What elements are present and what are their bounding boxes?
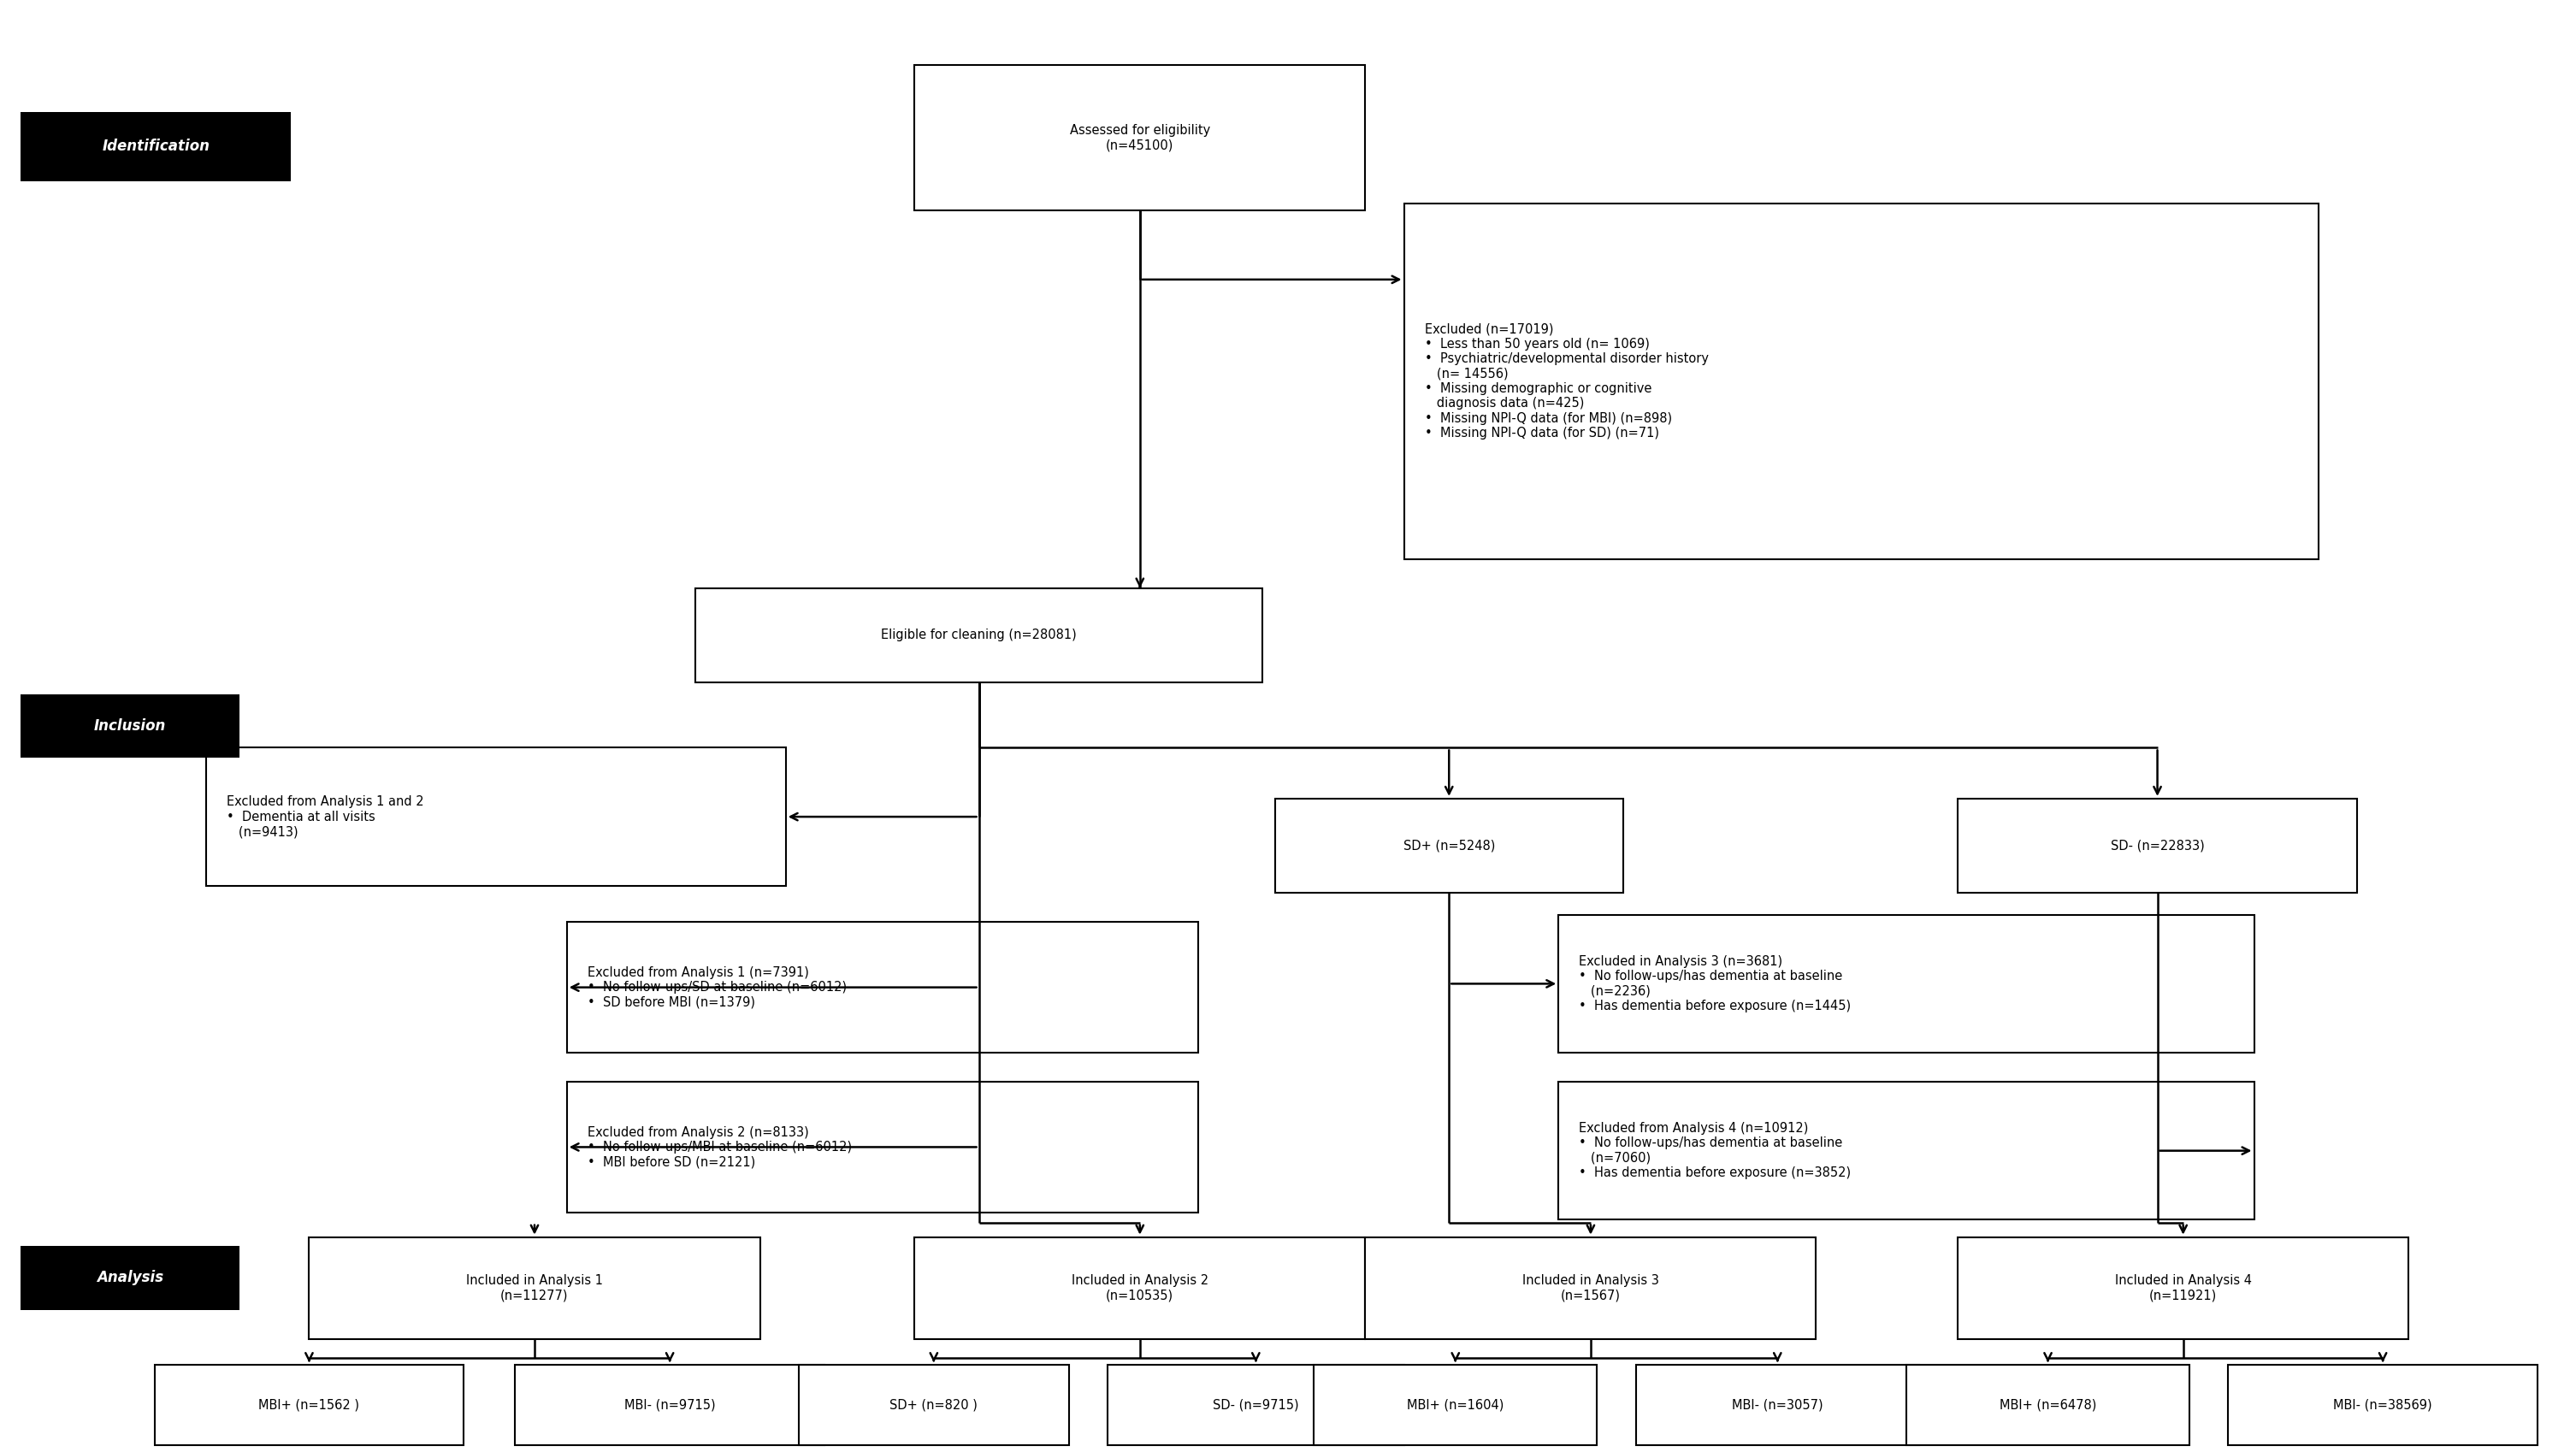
Text: Identification: Identification bbox=[103, 139, 209, 154]
FancyBboxPatch shape bbox=[1275, 799, 1623, 893]
FancyBboxPatch shape bbox=[155, 1365, 464, 1445]
Text: Included in Analysis 1
(n=11277): Included in Analysis 1 (n=11277) bbox=[466, 1273, 603, 1302]
FancyBboxPatch shape bbox=[21, 1246, 240, 1310]
FancyBboxPatch shape bbox=[696, 588, 1262, 682]
Text: MBI+ (n=1604): MBI+ (n=1604) bbox=[1406, 1398, 1504, 1411]
FancyBboxPatch shape bbox=[1958, 1237, 2409, 1339]
FancyBboxPatch shape bbox=[1558, 915, 2254, 1053]
FancyBboxPatch shape bbox=[567, 922, 1198, 1053]
Text: Excluded (n=17019)
•  Less than 50 years old (n= 1069)
•  Psychiatric/developmen: Excluded (n=17019) • Less than 50 years … bbox=[1425, 322, 1708, 440]
FancyBboxPatch shape bbox=[1108, 1365, 1404, 1445]
FancyBboxPatch shape bbox=[21, 694, 240, 758]
Text: MBI+ (n=1562 ): MBI+ (n=1562 ) bbox=[258, 1398, 361, 1411]
Text: SD- (n=9715): SD- (n=9715) bbox=[1213, 1398, 1298, 1411]
FancyBboxPatch shape bbox=[515, 1365, 824, 1445]
FancyBboxPatch shape bbox=[1314, 1365, 1597, 1445]
Text: Eligible for cleaning (n=28081): Eligible for cleaning (n=28081) bbox=[881, 629, 1077, 642]
Text: Excluded from Analysis 2 (n=8133)
•  No follow-ups/MBI at baseline (n=6012)
•  M: Excluded from Analysis 2 (n=8133) • No f… bbox=[587, 1125, 853, 1169]
FancyBboxPatch shape bbox=[2228, 1365, 2537, 1445]
Text: MBI- (n=38569): MBI- (n=38569) bbox=[2334, 1398, 2432, 1411]
FancyBboxPatch shape bbox=[309, 1237, 760, 1339]
Text: Included in Analysis 4
(n=11921): Included in Analysis 4 (n=11921) bbox=[2115, 1273, 2251, 1302]
Text: Assessed for eligibility
(n=45100): Assessed for eligibility (n=45100) bbox=[1069, 123, 1211, 152]
Text: MBI- (n=3057): MBI- (n=3057) bbox=[1731, 1398, 1824, 1411]
Text: Excluded from Analysis 1 (n=7391)
•  No follow-ups/SD at baseline (n=6012)
•  SD: Excluded from Analysis 1 (n=7391) • No f… bbox=[587, 966, 848, 1009]
Text: SD+ (n=5248): SD+ (n=5248) bbox=[1404, 839, 1494, 852]
FancyBboxPatch shape bbox=[1906, 1365, 2190, 1445]
Text: Excluded from Analysis 1 and 2
•  Dementia at all visits
   (n=9413): Excluded from Analysis 1 and 2 • Dementi… bbox=[227, 796, 425, 838]
FancyBboxPatch shape bbox=[1404, 203, 2318, 559]
Text: MBI- (n=9715): MBI- (n=9715) bbox=[623, 1398, 716, 1411]
Text: Inclusion: Inclusion bbox=[93, 719, 167, 733]
FancyBboxPatch shape bbox=[206, 748, 786, 886]
Text: MBI+ (n=6478): MBI+ (n=6478) bbox=[1999, 1398, 2097, 1411]
Text: SD- (n=22833): SD- (n=22833) bbox=[2110, 839, 2205, 852]
FancyBboxPatch shape bbox=[799, 1365, 1069, 1445]
Text: SD+ (n=820 ): SD+ (n=820 ) bbox=[889, 1398, 979, 1411]
FancyBboxPatch shape bbox=[914, 1237, 1365, 1339]
FancyBboxPatch shape bbox=[21, 112, 291, 182]
Text: Excluded from Analysis 4 (n=10912)
•  No follow-ups/has dementia at baseline
   : Excluded from Analysis 4 (n=10912) • No … bbox=[1579, 1122, 1852, 1179]
FancyBboxPatch shape bbox=[1365, 1237, 1816, 1339]
FancyBboxPatch shape bbox=[567, 1082, 1198, 1212]
FancyBboxPatch shape bbox=[1558, 1082, 2254, 1220]
FancyBboxPatch shape bbox=[914, 65, 1365, 211]
FancyBboxPatch shape bbox=[1958, 799, 2357, 893]
FancyBboxPatch shape bbox=[1636, 1365, 1919, 1445]
Text: Analysis: Analysis bbox=[98, 1270, 162, 1285]
Text: Included in Analysis 2
(n=10535): Included in Analysis 2 (n=10535) bbox=[1072, 1273, 1208, 1302]
Text: Included in Analysis 3
(n=1567): Included in Analysis 3 (n=1567) bbox=[1522, 1273, 1659, 1302]
Text: Excluded in Analysis 3 (n=3681)
•  No follow-ups/has dementia at baseline
   (n=: Excluded in Analysis 3 (n=3681) • No fol… bbox=[1579, 955, 1852, 1012]
